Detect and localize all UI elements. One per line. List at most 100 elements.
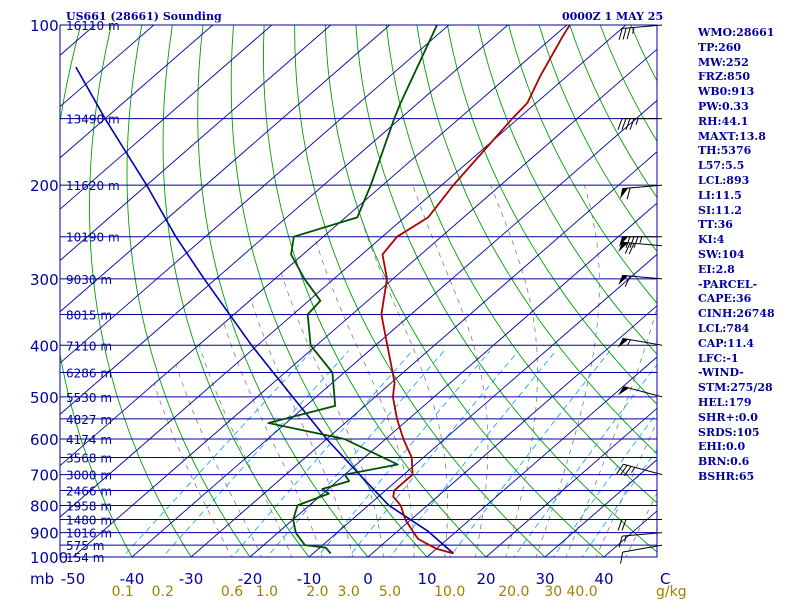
- mixing-ratio-line: [348, 350, 519, 557]
- sounding-index: WMO:28661: [698, 26, 775, 39]
- temperature-tick-label: -20: [238, 570, 263, 588]
- height-label: 2466 m: [66, 485, 112, 499]
- y-unit-label: mb: [30, 570, 54, 588]
- height-label: 13490 m: [66, 113, 120, 127]
- sounding-index: LCL:784: [698, 321, 750, 335]
- height-label: 1958 m: [66, 499, 112, 513]
- sounding-index: -WIND-: [698, 366, 744, 380]
- wind-barb: [618, 24, 663, 40]
- mixing-ratio-label: 30: [544, 584, 562, 600]
- temperature-tick-label: 0: [363, 570, 373, 588]
- x-unit-label: C: [660, 570, 670, 588]
- pressure-tick-label: 900: [30, 525, 59, 543]
- height-label: 1016 m: [66, 527, 112, 541]
- mixing-ratio-label: 40.0: [566, 584, 597, 600]
- mixing-ratio-label: 20.0: [498, 584, 529, 600]
- sounding-index: SRDS:105: [698, 425, 760, 439]
- pressure-tick-label: 200: [30, 177, 59, 195]
- sounding-index: LCL:893: [698, 173, 750, 187]
- height-label: 10190 m: [66, 231, 120, 245]
- mixing-ratio-label: 2.0: [306, 584, 328, 600]
- wind-barb: [617, 386, 663, 398]
- wind-barb: [619, 236, 662, 248]
- pressure-tick-label: 400: [30, 337, 59, 355]
- mixing-ratio-label: 3.0: [337, 584, 359, 600]
- mixing-ratio-label: 1.0: [256, 584, 278, 600]
- grid-layer: [60, 25, 800, 568]
- mixing-ratio-label: 0.1: [112, 584, 134, 600]
- sounding-index: RH:44.1: [698, 114, 749, 128]
- wind-barb: [618, 241, 663, 255]
- dry-adiabat: [89, 25, 192, 557]
- dry-adiabat: [446, 25, 657, 405]
- wind-barb: [620, 544, 663, 564]
- height-label: 6286 m: [66, 367, 112, 381]
- sounding-index: HEL:179: [698, 395, 752, 409]
- sounding-index: TT:36: [698, 218, 733, 232]
- sounding-index: SI:11.2: [698, 203, 742, 217]
- sounding-index: LI:11.5: [698, 188, 742, 202]
- dry-adiabat: [230, 25, 428, 557]
- wind-barb: [617, 337, 663, 348]
- temperature-tick-label: -50: [61, 570, 86, 588]
- sounding-index: -PARCEL-: [698, 277, 758, 291]
- mixing-ratio-label: 10.0: [434, 584, 465, 600]
- height-label: 7110 m: [66, 339, 112, 353]
- dry-adiabat: [355, 25, 657, 553]
- height-label: 8015 m: [66, 308, 112, 322]
- height-label: 9030 m: [66, 273, 112, 287]
- mixing-ratio-line: [231, 350, 413, 557]
- sounding-index: MW:252: [698, 55, 749, 69]
- isotherm: [190, 151, 657, 557]
- wind-barb: [618, 274, 663, 287]
- isotherm: [308, 253, 657, 557]
- temperature-tick-label: -10: [297, 570, 322, 588]
- isotherm: [131, 99, 657, 557]
- wind-barb: [620, 184, 663, 200]
- temperature-tick-label: 10: [417, 570, 436, 588]
- mixing-ratio-line: [581, 448, 657, 557]
- dry-adiabat: [538, 25, 657, 253]
- isotherm: [60, 25, 214, 159]
- dry-adiabat: [162, 25, 310, 557]
- height-label: 3568 m: [66, 451, 112, 465]
- moist-adiabat: [565, 306, 657, 557]
- sounding-index: LFC:-1: [698, 351, 739, 365]
- plot-frame: [59, 24, 658, 558]
- sounding-index: TP:260: [698, 40, 742, 54]
- sounding-index: FRZ:850: [698, 70, 751, 84]
- moist-adiabat: [197, 342, 293, 557]
- pressure-tick-label: 600: [30, 431, 59, 449]
- parcel-trace: [75, 66, 454, 555]
- isotherm: [60, 25, 155, 108]
- sounding-index: EI:2.8: [698, 262, 735, 276]
- sounding-index: CINH:26748: [698, 307, 775, 321]
- sounding-indices: WMO:28661 TP:260 MW:252 FRZ:850 WB0:913 PW:0.…: [698, 26, 775, 485]
- dry-adiabat: [263, 25, 487, 557]
- mixing-ratio-line: [552, 412, 657, 557]
- height-label: 4827 m: [66, 413, 112, 427]
- mixing-ratio-label: 0.2: [152, 584, 174, 600]
- sounding-index: TH:5376: [698, 144, 752, 158]
- mixing-ratio-line: [316, 350, 491, 557]
- dry-adiabat: [784, 25, 800, 568]
- wind-barbs-layer: [616, 24, 663, 564]
- height-label: 16110 m: [66, 19, 120, 33]
- temperature-tick-label: -40: [120, 570, 145, 588]
- sounding-time: 0000Z 1 MAY 25: [562, 10, 664, 23]
- mixing-ratio-line: [389, 350, 557, 557]
- isotherm: [60, 25, 332, 262]
- moist-adiabat: [595, 420, 657, 557]
- mixing-ratio-label: 5.0: [379, 584, 401, 600]
- isotherm: [60, 25, 509, 415]
- mixing-ratio-line: [122, 350, 313, 557]
- height-label: 3000 m: [66, 469, 112, 483]
- isotherm: [544, 459, 657, 557]
- isotherm: [60, 25, 627, 518]
- moist-adiabat: [280, 270, 384, 557]
- moist-adiabat: [355, 201, 448, 557]
- isotherm: [60, 25, 568, 467]
- sounding-index: WB0:913: [698, 85, 755, 99]
- mixing-ratio-line: [162, 350, 349, 557]
- pressure-tick-label: 300: [30, 271, 59, 289]
